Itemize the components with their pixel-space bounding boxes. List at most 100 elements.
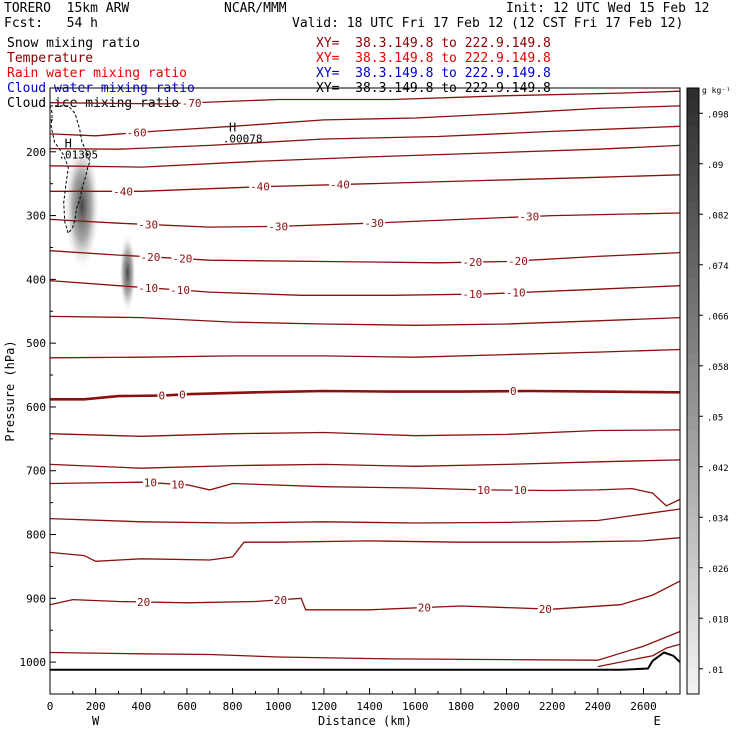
contour-label-bg [169, 284, 192, 296]
x-tick-label: 1000 [265, 700, 292, 713]
colorbar-step [687, 151, 699, 165]
maximum-value: .00078 [223, 132, 263, 145]
contour-label-bg [476, 483, 492, 495]
x-tick-label: 2000 [493, 700, 520, 713]
colorbar-step [687, 618, 699, 632]
contour-label-bg [178, 388, 187, 400]
temperature-contour [49, 144, 681, 168]
cloud-ice-contour [49, 105, 91, 235]
contour-label: -10 [170, 284, 190, 297]
x-tick-label: 0 [47, 700, 54, 713]
x-tick-label: 1400 [356, 700, 383, 713]
contour-label-bg [180, 96, 203, 108]
snow-patch [119, 234, 136, 311]
colorbar-step [687, 315, 699, 329]
contour-label-bg [328, 178, 351, 190]
x-tick-label: 200 [86, 700, 106, 713]
field-label-snow: Snow mixing ratio [7, 36, 141, 51]
contour-label: 10 [477, 484, 490, 497]
colorbar-step [687, 630, 699, 644]
contour-label-bg [170, 478, 186, 490]
colorbar-step [687, 113, 699, 127]
x-tick-label: 800 [223, 700, 243, 713]
contour-label: -20 [462, 256, 482, 269]
colorbar-step [687, 378, 699, 392]
contour-label-bg [537, 602, 553, 614]
valid-time: Valid: 18 UTC Fri 17 Feb 12 (12 CST Fri … [292, 16, 684, 31]
colorbar-step [687, 580, 699, 594]
colorbar-tick-label: .098 [707, 110, 729, 120]
colorbar-step [687, 163, 699, 177]
colorbar-step [687, 479, 699, 493]
colorbar-step [687, 214, 699, 228]
colorbar-step [687, 643, 699, 657]
colorbar-tick-label: .066 [707, 312, 729, 322]
colorbar-step [687, 605, 699, 619]
x-tick-label: 600 [177, 700, 197, 713]
colorbar-step [687, 441, 699, 455]
colorbar-tick-label: .058 [707, 363, 729, 373]
contour-label: 0 [179, 388, 186, 401]
colorbar-step [687, 88, 699, 102]
temperature-contour [49, 90, 681, 105]
temperature-contour [49, 429, 681, 437]
x-axis-title: Distance (km) [318, 714, 412, 728]
x-tick-label: 1200 [311, 700, 338, 713]
temperature-contour [50, 389, 681, 401]
temperature-contour [49, 105, 681, 137]
y-tick-label: 800 [26, 529, 46, 542]
maximum-marker: H [65, 136, 72, 150]
terrain-surface [50, 651, 681, 671]
forecast-hour: Fcst: 54 h [4, 16, 98, 31]
temperature-contour [49, 250, 681, 264]
colorbar-step [687, 138, 699, 152]
colorbar-step [687, 403, 699, 417]
x-tick-label: 2600 [630, 700, 657, 713]
colorbar-step [687, 264, 699, 278]
colorbar-step [687, 593, 699, 607]
contour-label-bg [249, 180, 271, 192]
colorbar-tick-label: .01 [707, 666, 723, 676]
contour-label: -40 [250, 181, 270, 194]
contour-label-bg [507, 254, 529, 266]
colorbar-tick-label: .034 [707, 514, 729, 524]
contour-label-bg [509, 385, 518, 397]
contour-label-bg [171, 252, 194, 264]
center-label: NCAR/MMM [224, 1, 287, 16]
colorbar-step [687, 428, 699, 442]
y-tick-label: 200 [26, 146, 46, 159]
temperature-contour [49, 537, 681, 562]
x-tick-label: 1800 [448, 700, 475, 713]
contour-label-bg [137, 281, 160, 293]
contour-label-bg [157, 389, 167, 401]
colorbar-step [687, 542, 699, 556]
colorbar-step [687, 416, 699, 430]
temperature-contour [49, 348, 681, 359]
contour-label-bg [142, 476, 159, 488]
y-tick-label: 1000 [20, 656, 47, 669]
colorbar-tick-label: .042 [707, 464, 729, 474]
contour-label: 10 [144, 477, 157, 490]
colorbar-step [687, 529, 699, 543]
contour-label-bg [363, 217, 386, 229]
colorbar-frame [686, 87, 700, 695]
field-label-rain: Rain water mixing ratio [7, 66, 188, 81]
colorbar-step [687, 517, 699, 531]
colorbar-tick-label: .074 [707, 262, 729, 272]
x-tick-label: 1600 [402, 700, 429, 713]
colorbar-step [687, 391, 699, 405]
colorbar-step [687, 252, 699, 266]
colorbar-step [687, 567, 699, 581]
contour-label-bg [461, 288, 484, 300]
y-tick-label: 300 [26, 210, 46, 223]
temperature-contour [49, 315, 681, 326]
colorbar-step [687, 681, 699, 695]
maximum-marker: H [229, 120, 236, 134]
colorbar-step [687, 327, 699, 341]
contour-label: 20 [137, 596, 150, 609]
east-label: E [654, 714, 661, 728]
field-label-temperature: Temperature [7, 51, 94, 66]
temperature-contour [49, 481, 681, 507]
contour-label-bg [267, 220, 290, 232]
